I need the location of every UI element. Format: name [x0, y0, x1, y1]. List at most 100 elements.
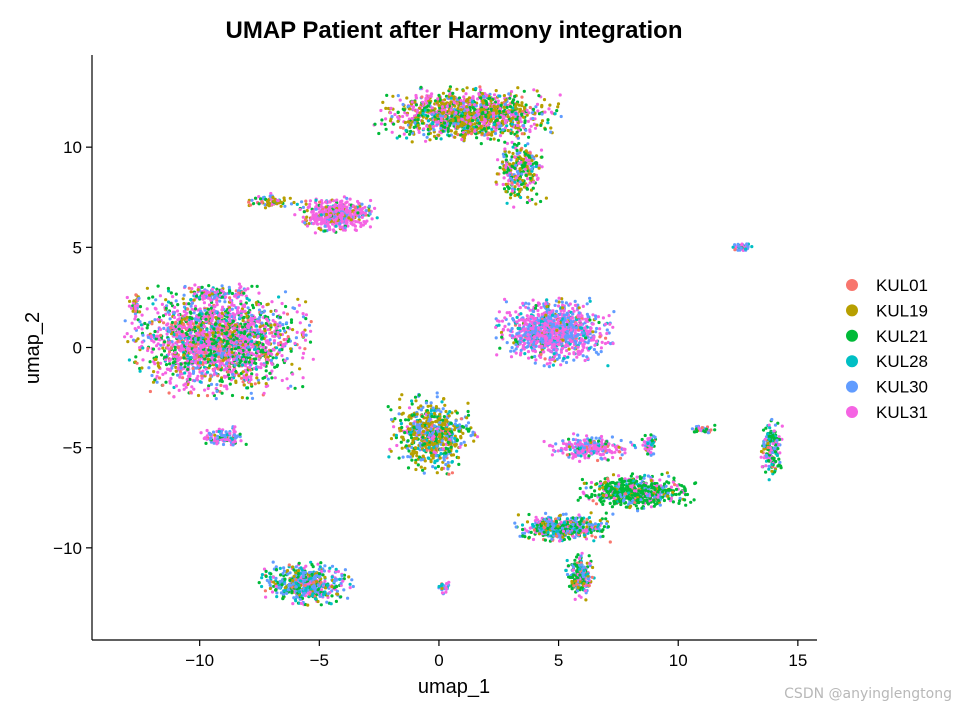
- data-point: [560, 300, 564, 304]
- data-point: [336, 592, 340, 596]
- data-point: [477, 92, 481, 96]
- data-point: [677, 492, 681, 496]
- data-point: [343, 568, 347, 572]
- data-point: [611, 455, 615, 460]
- data-point: [573, 299, 577, 303]
- data-point: [607, 442, 611, 446]
- data-point: [403, 111, 407, 115]
- data-point: [156, 361, 160, 365]
- data-point: [270, 362, 274, 366]
- data-point: [296, 297, 300, 301]
- data-point: [129, 306, 134, 310]
- data-point: [591, 499, 595, 503]
- data-point: [285, 312, 290, 316]
- data-point: [250, 351, 254, 355]
- data-point: [205, 434, 209, 438]
- data-point: [521, 527, 525, 532]
- data-point: [408, 132, 412, 136]
- data-point: [257, 291, 261, 295]
- data-point: [471, 95, 475, 99]
- data-point: [392, 425, 396, 429]
- data-point: [459, 417, 463, 421]
- data-point: [182, 309, 186, 313]
- data-point: [557, 356, 561, 360]
- data-point: [291, 565, 295, 569]
- data-point: [407, 406, 412, 410]
- data-point: [263, 203, 267, 207]
- data-point: [564, 301, 569, 305]
- data-point: [598, 327, 602, 331]
- data-point: [189, 298, 193, 302]
- data-point: [237, 364, 241, 368]
- data-point: [583, 358, 587, 363]
- data-point: [589, 511, 593, 515]
- data-point: [270, 300, 274, 304]
- data-point: [385, 93, 389, 97]
- data-point: [239, 439, 243, 443]
- data-point: [257, 195, 261, 199]
- data-point: [512, 142, 517, 146]
- data-point: [323, 229, 327, 233]
- data-point: [351, 584, 355, 589]
- data-point: [244, 442, 248, 446]
- data-point: [560, 297, 564, 301]
- data-point: [547, 444, 552, 448]
- data-point: [305, 209, 309, 213]
- data-point: [270, 331, 274, 335]
- data-point: [571, 312, 575, 316]
- data-point: [148, 360, 152, 364]
- data-point: [575, 555, 579, 559]
- data-point: [416, 463, 420, 467]
- data-point: [539, 199, 543, 204]
- data-point: [555, 309, 559, 313]
- data-point: [303, 347, 307, 351]
- data-point: [512, 349, 516, 353]
- data-point: [660, 472, 664, 476]
- data-point: [764, 470, 768, 474]
- data-point: [474, 86, 478, 91]
- data-point: [603, 456, 607, 460]
- data-point: [298, 346, 302, 350]
- data-point: [672, 476, 676, 480]
- data-point: [153, 318, 157, 322]
- data-point: [367, 204, 371, 208]
- data-point: [641, 443, 645, 447]
- data-point: [288, 196, 292, 200]
- data-point: [127, 304, 131, 308]
- data-point: [610, 505, 615, 509]
- data-point: [767, 464, 771, 468]
- data-point: [249, 377, 253, 382]
- data-point: [152, 370, 156, 374]
- data-point: [280, 378, 284, 383]
- data-point: [435, 471, 439, 475]
- data-point: [368, 212, 372, 216]
- data-point: [147, 296, 151, 300]
- data-point: [527, 135, 531, 139]
- data-point: [543, 110, 547, 114]
- data-point: [450, 471, 454, 475]
- data-point: [140, 327, 144, 331]
- data-point: [525, 183, 530, 187]
- data-point: [334, 599, 338, 604]
- data-point: [271, 356, 275, 360]
- data-point: [580, 551, 584, 555]
- data-point: [301, 351, 306, 355]
- data-point: [395, 443, 399, 448]
- data-point: [519, 312, 523, 316]
- data-point: [557, 296, 561, 300]
- data-point: [419, 465, 423, 469]
- data-point: [605, 522, 609, 526]
- data-point: [177, 388, 181, 392]
- data-point: [594, 436, 598, 440]
- data-point: [304, 564, 308, 568]
- data-point: [780, 437, 784, 441]
- data-point: [192, 311, 196, 315]
- data-point: [494, 100, 498, 104]
- data-point: [508, 96, 512, 100]
- data-point: [170, 340, 174, 344]
- data-point: [399, 125, 403, 130]
- data-point: [558, 93, 562, 97]
- data-point: [429, 109, 433, 113]
- data-point: [689, 500, 693, 504]
- data-point: [335, 589, 339, 593]
